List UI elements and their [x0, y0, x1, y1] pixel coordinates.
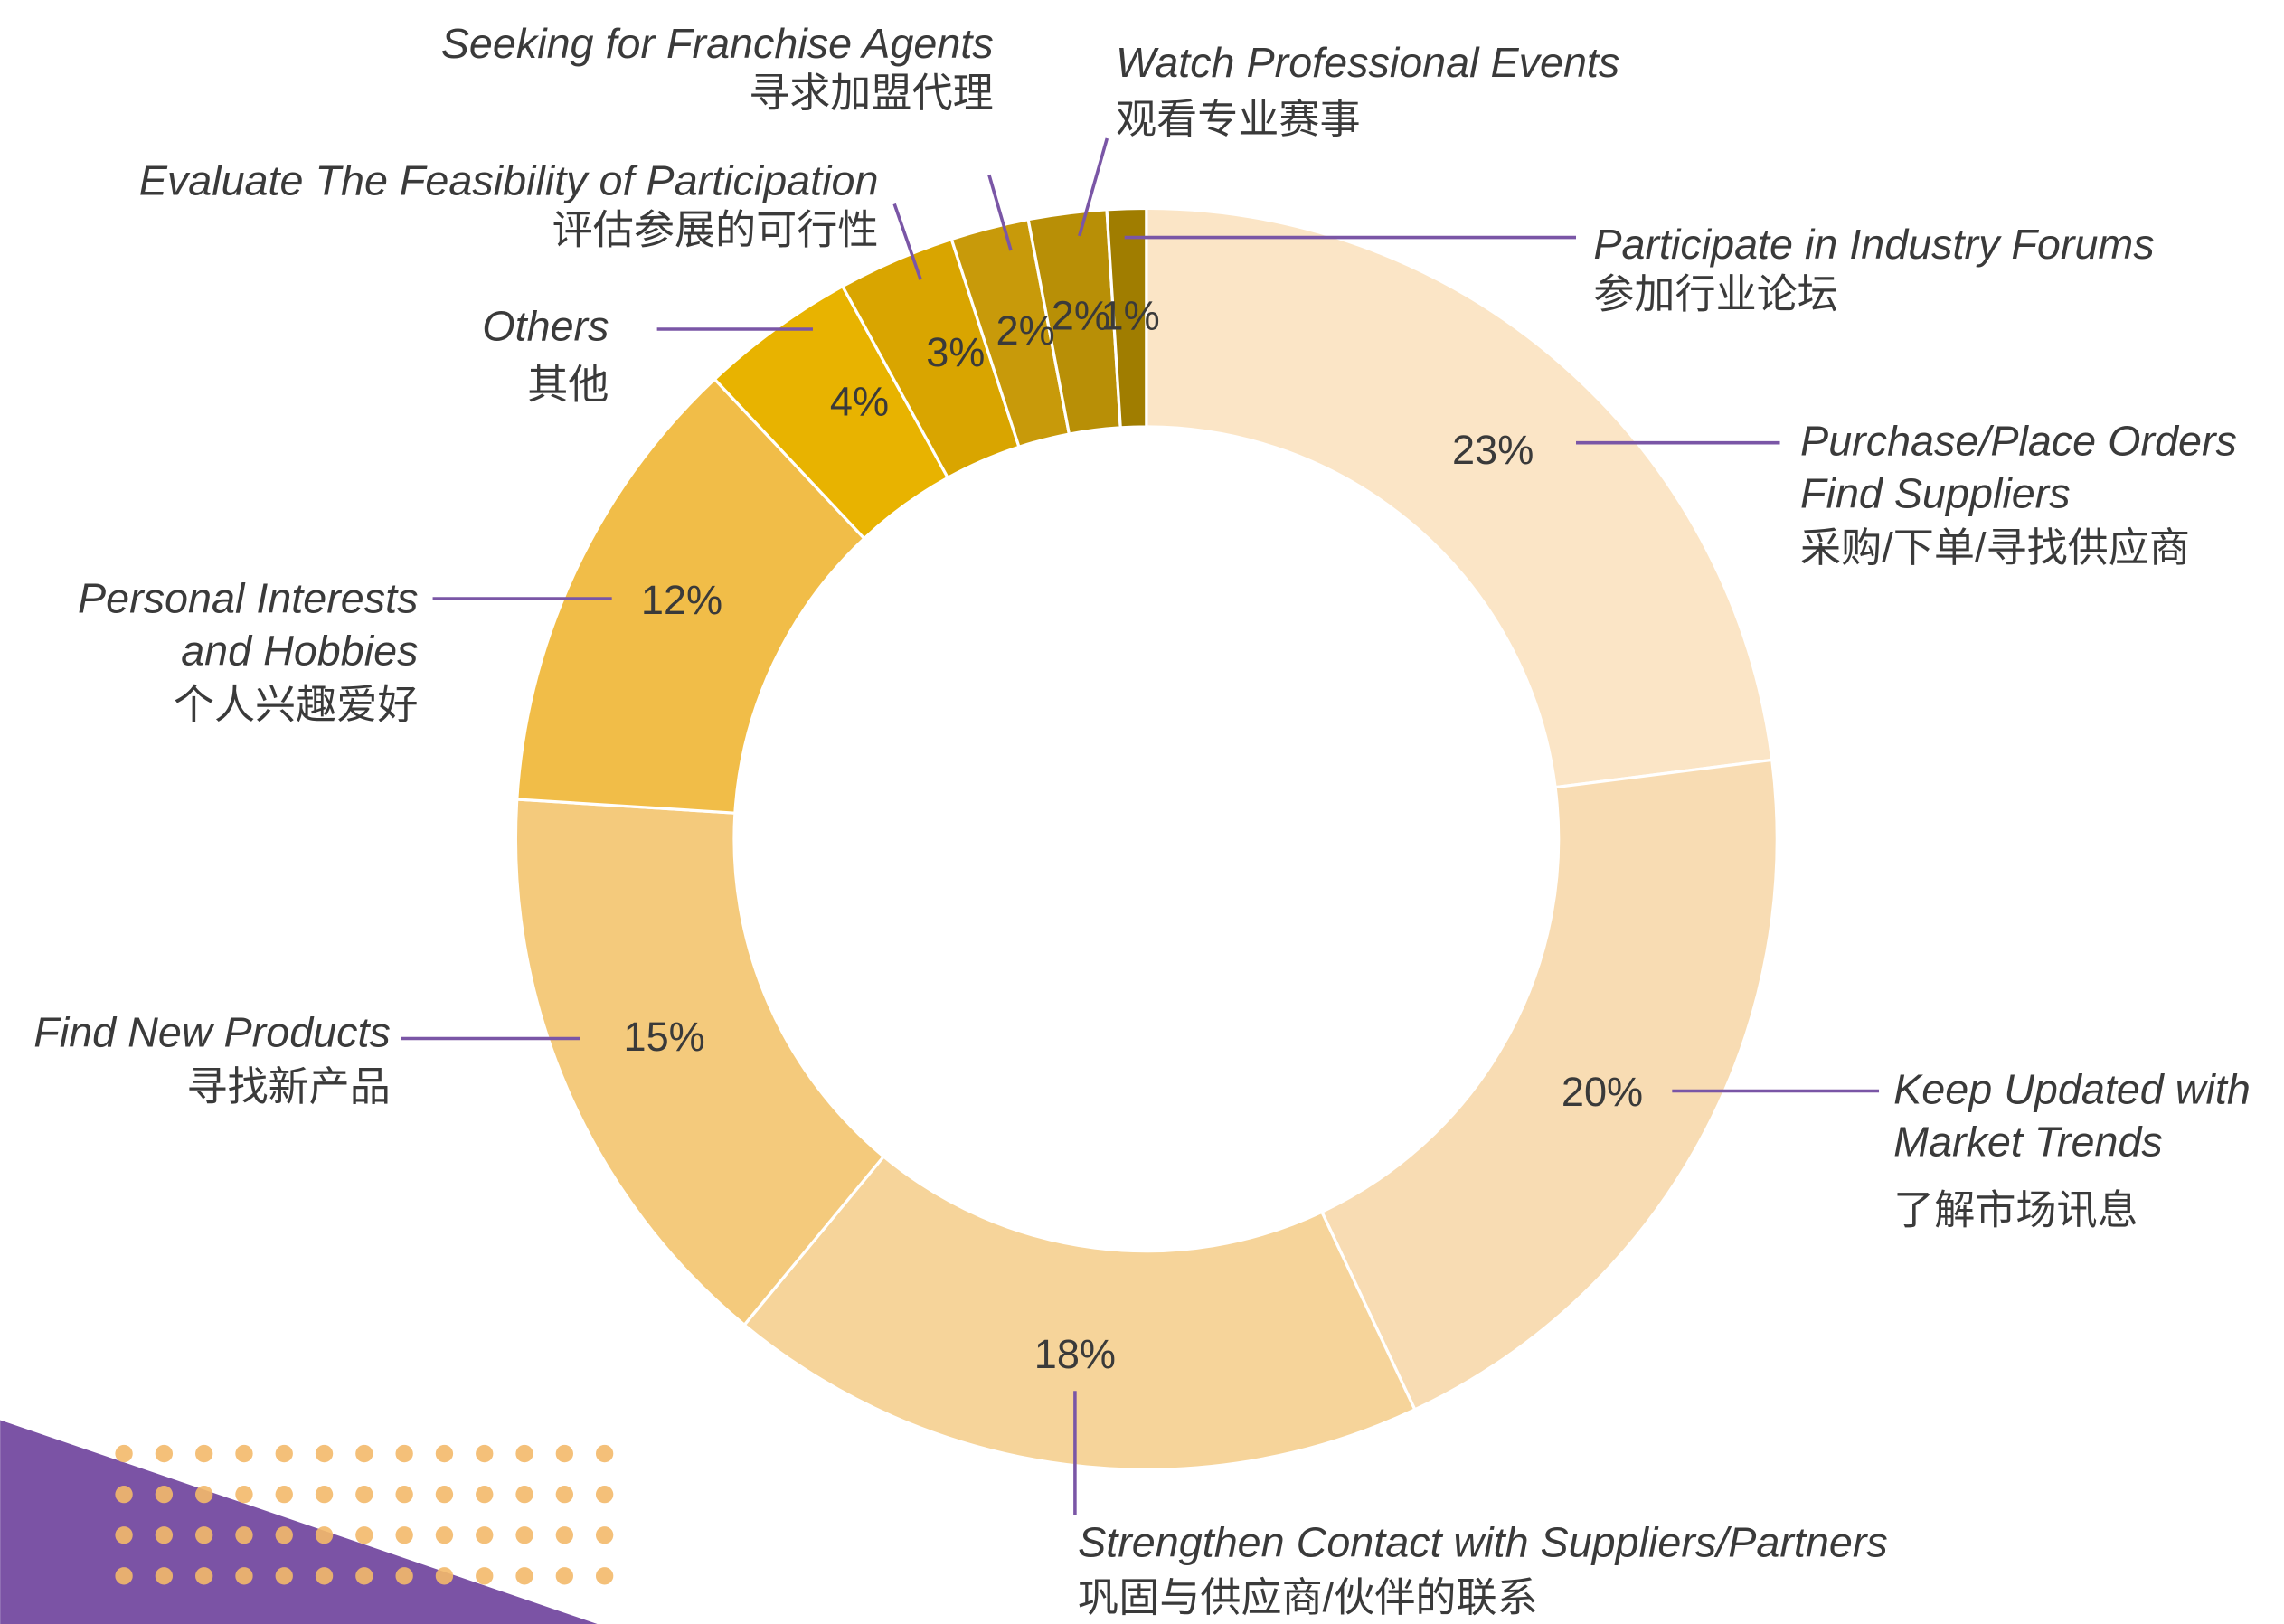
decor-dot	[355, 1485, 373, 1504]
value-label: 20%	[1562, 1069, 1643, 1115]
decor-dot	[595, 1485, 614, 1504]
category-label: Keep Updated with	[1893, 1065, 2251, 1112]
decor-dot	[155, 1485, 174, 1504]
decor-dot	[235, 1485, 253, 1504]
decor-dot	[435, 1567, 454, 1585]
decor-dot	[476, 1567, 494, 1585]
value-label: 23%	[1452, 427, 1534, 473]
decor-dot	[515, 1485, 533, 1504]
decor-dot	[115, 1567, 133, 1585]
value-label: 2%	[996, 307, 1055, 354]
category-label-zh: 参加行业论坛	[1593, 271, 1838, 317]
category-label-zh: 寻求加盟代理	[749, 70, 994, 116]
category-label-zh: 观看专业赛事	[1116, 96, 1361, 142]
category-label: Seeking for Franchise Agents	[441, 20, 994, 67]
category-label: Watch Professional Events	[1116, 39, 1619, 86]
decor-dot	[235, 1526, 253, 1544]
decor-dot	[595, 1444, 614, 1463]
category-label-zh: 了解市场讯息	[1893, 1187, 2138, 1233]
category-label-zh: 寻找新产品	[186, 1063, 390, 1109]
value-label: 12%	[641, 577, 722, 623]
category-label: Purchase/Place Orders	[1800, 418, 2237, 465]
decor-dot	[595, 1567, 614, 1585]
decor-dot	[155, 1567, 174, 1585]
category-label: Find New Products	[33, 1009, 391, 1056]
category-label: Market Trends	[1893, 1118, 2163, 1165]
decor-dot	[195, 1444, 213, 1463]
decor-dot	[515, 1444, 533, 1463]
decor-dot	[355, 1444, 373, 1463]
leader-line	[1078, 137, 1109, 237]
decor-dot	[435, 1444, 454, 1463]
decor-dot	[195, 1526, 213, 1544]
decor-dot	[555, 1526, 573, 1544]
decor-dot	[235, 1567, 253, 1585]
decor-dot	[315, 1444, 334, 1463]
decor-dot	[395, 1444, 413, 1463]
donut-slice	[1145, 206, 1774, 789]
value-label: 15%	[624, 1014, 705, 1060]
value-label: 4%	[830, 379, 889, 425]
decor-dot	[476, 1444, 494, 1463]
value-label: 18%	[1034, 1331, 1116, 1377]
decor-dot	[115, 1444, 133, 1463]
decor-dot	[275, 1444, 293, 1463]
decor-dot	[275, 1567, 293, 1585]
decor-dot	[355, 1567, 373, 1585]
decor-dot	[315, 1567, 334, 1585]
decor-dot	[275, 1485, 293, 1504]
category-label: Evaluate The Feasibility of Participatio…	[139, 156, 879, 203]
category-label: Others	[482, 302, 609, 349]
category-label-zh: 采购/下单/寻找供应商	[1800, 524, 2190, 571]
decor-dot	[515, 1567, 533, 1585]
category-label: Personal Interests	[78, 575, 418, 622]
value-label: 2%	[1052, 293, 1110, 339]
decor-dot	[195, 1567, 213, 1585]
decor-dot	[395, 1526, 413, 1544]
decor-dot	[435, 1526, 454, 1544]
decor-dot	[555, 1444, 573, 1463]
category-label: and Hobbies	[181, 628, 418, 675]
value-label: 3%	[926, 329, 985, 375]
decor-dot	[155, 1444, 174, 1463]
decor-dots	[115, 1444, 614, 1585]
category-label-zh: 评估参展的可行性	[552, 207, 879, 253]
donut-slice	[514, 798, 886, 1327]
leader-line	[987, 174, 1013, 251]
decor-dot	[476, 1526, 494, 1544]
decor-dot	[315, 1526, 334, 1544]
decor-dot	[515, 1526, 533, 1544]
decor-dot	[395, 1567, 413, 1585]
decor-dot	[315, 1485, 334, 1504]
category-label-zh: 其他	[527, 361, 609, 407]
donut-slice	[1105, 206, 1148, 430]
decor-dot	[235, 1444, 253, 1463]
category-label-zh: 个人兴趣爱好	[174, 682, 419, 728]
decor-dot	[195, 1485, 213, 1504]
decor-dot	[435, 1485, 454, 1504]
decor-triangle	[0, 1420, 598, 1624]
category-label-zh: 巩固与供应商/伙伴的联系	[1078, 1574, 1538, 1620]
category-label: Find Suppliers	[1800, 470, 2071, 517]
decor-dot	[476, 1485, 494, 1504]
decor-dot	[555, 1567, 573, 1585]
value-label: 1%	[1101, 293, 1160, 339]
decor-dot	[395, 1485, 413, 1504]
donut-slice	[741, 1154, 1417, 1471]
decor-dot	[595, 1526, 614, 1544]
decor-dot	[155, 1526, 174, 1544]
category-label: Strengthen Contact with Suppliers/Partne…	[1078, 1518, 1888, 1565]
decor-dot	[275, 1526, 293, 1544]
donut-slice	[1319, 758, 1779, 1412]
leader-line	[892, 203, 922, 280]
category-label: Participate in Industry Forums	[1593, 221, 2154, 268]
decor-dot	[355, 1526, 373, 1544]
decor-dot	[115, 1485, 133, 1504]
decor-dot	[555, 1485, 573, 1504]
decor-dot	[115, 1526, 133, 1544]
